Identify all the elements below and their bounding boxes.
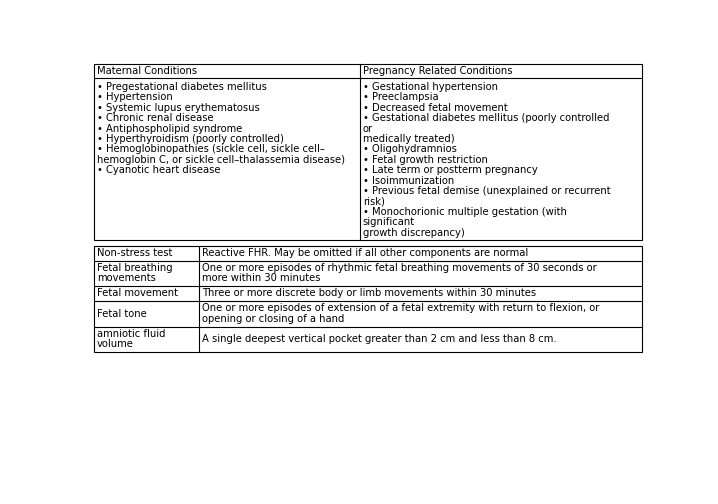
Text: One or more episodes of extension of a fetal extremity with return to flexion, o: One or more episodes of extension of a f… bbox=[202, 303, 600, 313]
Text: • Preeclampsia: • Preeclampsia bbox=[363, 92, 439, 102]
Text: • Decreased fetal movement: • Decreased fetal movement bbox=[363, 103, 508, 113]
Text: • Hyperthyroidism (poorly controlled): • Hyperthyroidism (poorly controlled) bbox=[97, 134, 284, 144]
Text: • Late term or postterm pregnancy: • Late term or postterm pregnancy bbox=[363, 165, 538, 175]
Text: or: or bbox=[363, 123, 373, 134]
Text: • Monochorionic multiple gestation (with: • Monochorionic multiple gestation (with bbox=[363, 207, 567, 217]
Text: One or more episodes of rhythmic fetal breathing movements of 30 seconds or: One or more episodes of rhythmic fetal b… bbox=[202, 263, 597, 273]
Text: hemoglobin C, or sickle cell–thalassemia disease): hemoglobin C, or sickle cell–thalassemia… bbox=[97, 155, 345, 165]
Text: Reactive FHR. May be omitted if all other components are normal: Reactive FHR. May be omitted if all othe… bbox=[202, 248, 528, 258]
Text: Pregnancy Related Conditions: Pregnancy Related Conditions bbox=[363, 66, 513, 76]
Text: Three or more discrete body or limb movements within 30 minutes: Three or more discrete body or limb move… bbox=[202, 288, 536, 298]
Text: • Isoimmunization: • Isoimmunization bbox=[363, 175, 454, 185]
Text: movements: movements bbox=[97, 273, 156, 283]
Text: • Fetal growth restriction: • Fetal growth restriction bbox=[363, 155, 488, 165]
Text: Maternal Conditions: Maternal Conditions bbox=[97, 66, 197, 76]
Text: Fetal movement: Fetal movement bbox=[97, 288, 178, 298]
Text: • Oligohydramnios: • Oligohydramnios bbox=[363, 145, 457, 154]
Text: more within 30 minutes: more within 30 minutes bbox=[202, 273, 320, 283]
Text: • Pregestational diabetes mellitus: • Pregestational diabetes mellitus bbox=[97, 82, 266, 92]
Text: • Hypertension: • Hypertension bbox=[97, 92, 172, 102]
Text: Fetal breathing: Fetal breathing bbox=[97, 263, 172, 273]
Text: amniotic fluid: amniotic fluid bbox=[97, 329, 165, 339]
Text: growth discrepancy): growth discrepancy) bbox=[363, 228, 465, 237]
Text: opening or closing of a hand: opening or closing of a hand bbox=[202, 314, 345, 324]
Text: Fetal tone: Fetal tone bbox=[97, 308, 146, 319]
Text: Non-stress test: Non-stress test bbox=[97, 248, 172, 258]
Bar bbox=[93, 64, 643, 240]
Text: • Hemoglobinopathies (sickle cell, sickle cell–: • Hemoglobinopathies (sickle cell, sickl… bbox=[97, 145, 325, 154]
Text: significant: significant bbox=[363, 217, 415, 227]
Text: • Cyanotic heart disease: • Cyanotic heart disease bbox=[97, 165, 220, 175]
Text: • Previous fetal demise (unexplained or recurrent: • Previous fetal demise (unexplained or … bbox=[363, 186, 610, 196]
Text: risk): risk) bbox=[363, 197, 385, 206]
Text: • Systemic lupus erythematosus: • Systemic lupus erythematosus bbox=[97, 103, 259, 113]
Text: volume: volume bbox=[97, 339, 134, 349]
Text: A single deepest vertical pocket greater than 2 cm and less than 8 cm.: A single deepest vertical pocket greater… bbox=[202, 334, 556, 344]
Text: medically treated): medically treated) bbox=[363, 134, 454, 144]
Text: • Antiphospholipid syndrome: • Antiphospholipid syndrome bbox=[97, 123, 242, 134]
Text: • Gestational diabetes mellitus (poorly controlled: • Gestational diabetes mellitus (poorly … bbox=[363, 113, 610, 123]
Bar bbox=[93, 245, 643, 352]
Text: • Chronic renal disease: • Chronic renal disease bbox=[97, 113, 213, 123]
Text: • Gestational hypertension: • Gestational hypertension bbox=[363, 82, 498, 92]
